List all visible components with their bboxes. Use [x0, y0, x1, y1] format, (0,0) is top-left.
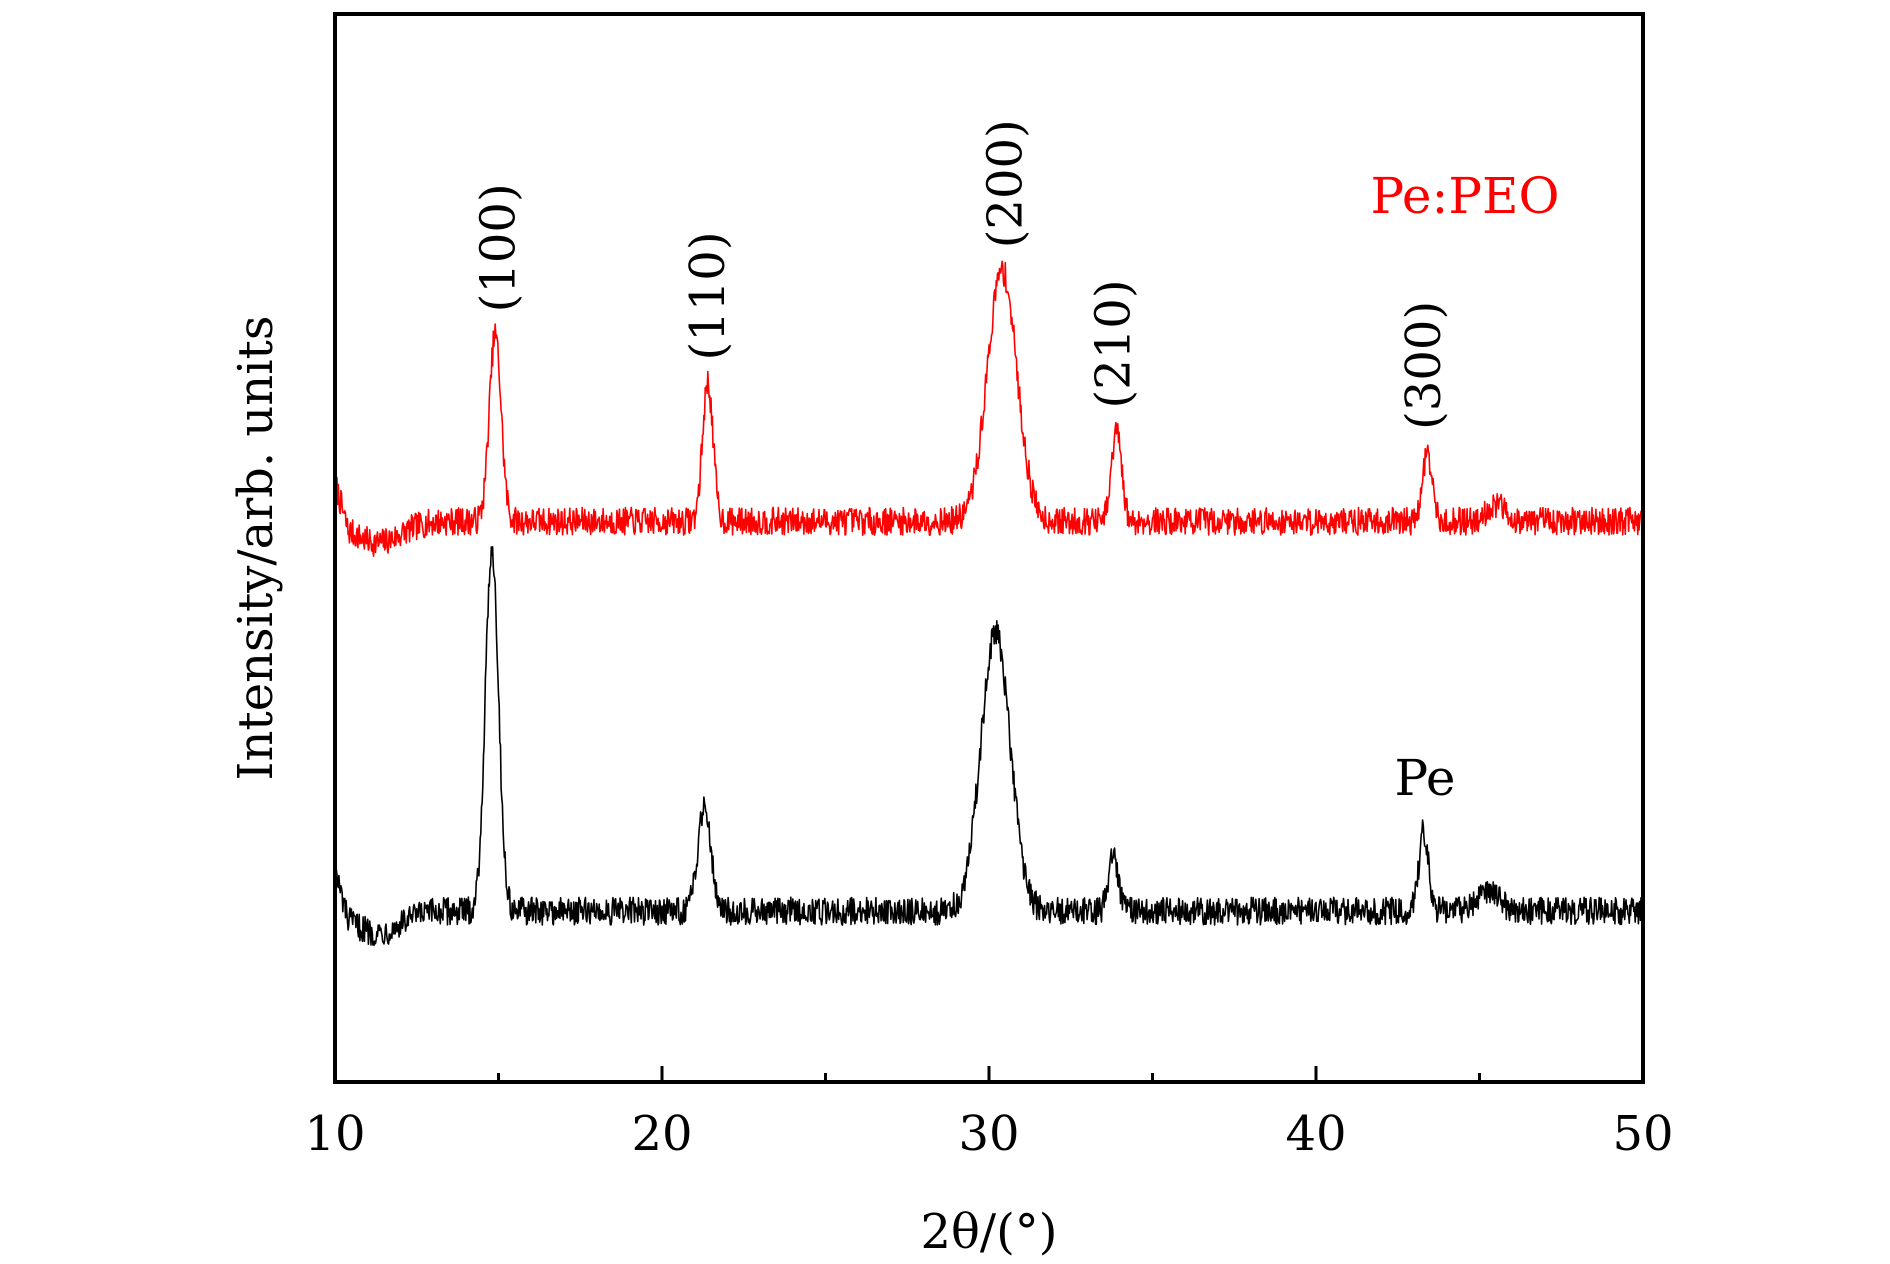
- series-label-pe: Pe: [1395, 749, 1456, 807]
- peak-label: (200): [977, 119, 1033, 248]
- x-axis-ticks: [333, 1066, 1645, 1082]
- series-line-pe-peo: [334, 260, 1644, 557]
- peak-label: (300): [1396, 301, 1452, 430]
- x-tick-label: 10: [304, 1106, 365, 1162]
- x-tick-label: 50: [1612, 1106, 1673, 1162]
- peak-label: (110): [680, 231, 736, 360]
- series-line-pe: [334, 546, 1644, 946]
- peak-label: (210): [1085, 279, 1141, 408]
- series-layer: [334, 260, 1644, 946]
- x-axis-title: 2θ/(°): [920, 1204, 1057, 1260]
- y-axis-title: Intensity/arb. units: [228, 316, 284, 781]
- series-label-pe-peo: Pe:PEO: [1371, 167, 1560, 225]
- peak-annotations: (100) (110) (200) (210) (300): [471, 119, 1452, 430]
- x-tick-label: 40: [1285, 1106, 1346, 1162]
- x-tick-label: 20: [631, 1106, 692, 1162]
- peak-label: (100): [471, 183, 527, 312]
- x-tick-label: 30: [958, 1106, 1019, 1162]
- plot-frame: [333, 12, 1645, 1084]
- x-tick-labels: 10 20 30 40 50: [304, 1106, 1673, 1162]
